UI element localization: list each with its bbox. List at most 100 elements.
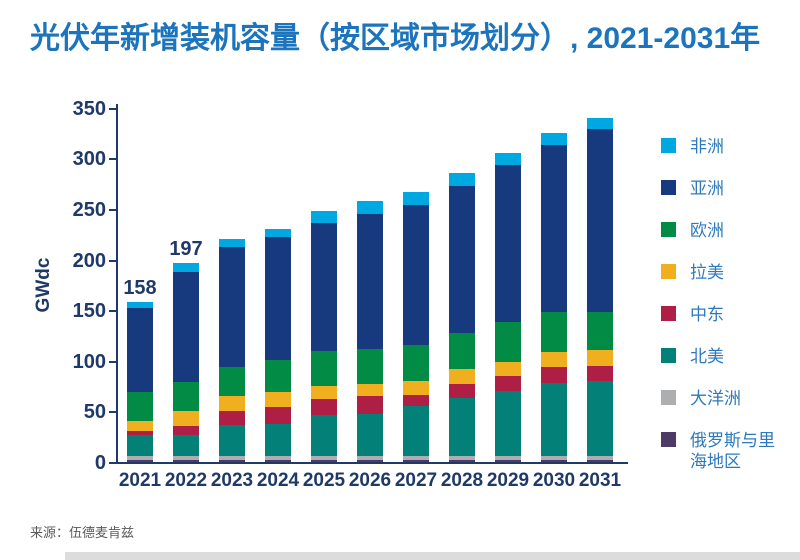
bar-segment bbox=[311, 455, 337, 460]
bar bbox=[219, 0, 245, 463]
bar-segment bbox=[219, 239, 245, 248]
legend-label: 欧洲 bbox=[690, 221, 724, 240]
legend-label: 中东 bbox=[690, 305, 724, 324]
bar-segment bbox=[449, 172, 475, 186]
bar-segment bbox=[495, 361, 521, 376]
source-note: 来源：伍德麦肯兹 bbox=[30, 525, 135, 540]
bar-segment bbox=[449, 455, 475, 460]
bar-value-label: 197 bbox=[169, 237, 203, 260]
x-tick-label: 2025 bbox=[302, 470, 346, 491]
bar-segment bbox=[495, 455, 521, 460]
legend-swatch-icon bbox=[661, 264, 676, 279]
legend-label: 大洋洲 bbox=[690, 389, 741, 408]
bar-segment bbox=[265, 455, 291, 460]
bar-segment bbox=[265, 392, 291, 408]
bar-segment bbox=[495, 165, 521, 323]
footer-bar bbox=[65, 552, 800, 560]
bar-segment bbox=[219, 459, 245, 462]
legend: 非洲 亚洲 欧洲 拉美 中东 北美 大洋洲 俄罗斯与里海地区 bbox=[661, 136, 786, 493]
bar-segment bbox=[357, 384, 383, 397]
y-tick-label: 0 bbox=[94, 452, 106, 474]
bar-segment bbox=[127, 392, 153, 421]
chart-title: 光伏年新增装机容量（按区域市场划分）, 2021-2031年 bbox=[30, 22, 761, 55]
bar-segment bbox=[495, 153, 521, 166]
bar-segment bbox=[265, 359, 291, 393]
bar-segment bbox=[587, 459, 613, 462]
bar-segment bbox=[127, 459, 153, 462]
bar-segment bbox=[219, 366, 245, 397]
bar-segment bbox=[173, 271, 199, 383]
bar-segment bbox=[127, 455, 153, 460]
x-tick-label: 2023 bbox=[210, 470, 254, 491]
bar bbox=[357, 0, 383, 463]
legend-swatch-icon bbox=[661, 348, 676, 363]
bar-segment bbox=[357, 200, 383, 215]
x-axis-line bbox=[116, 462, 628, 464]
bar-segment bbox=[311, 415, 337, 456]
bar-segment bbox=[403, 204, 429, 345]
y-tick-label: 200 bbox=[72, 249, 106, 272]
bar-segment bbox=[587, 455, 613, 460]
legend-swatch-icon bbox=[661, 138, 676, 153]
bar-segment bbox=[449, 459, 475, 462]
legend-item: 欧洲 bbox=[661, 220, 786, 241]
bar-segment bbox=[541, 455, 567, 460]
bar-segment bbox=[173, 455, 199, 460]
bar-segment bbox=[311, 399, 337, 416]
x-tick-label: 2031 bbox=[578, 470, 622, 491]
legend-item: 拉美 bbox=[661, 262, 786, 283]
bar-segment bbox=[541, 459, 567, 462]
bar bbox=[265, 0, 291, 463]
y-axis-line bbox=[116, 104, 118, 464]
bar-segment bbox=[265, 423, 291, 456]
bar bbox=[311, 0, 337, 463]
bar-segment bbox=[265, 459, 291, 462]
y-tick-mark bbox=[109, 310, 117, 313]
bar bbox=[173, 0, 199, 463]
bar-segment bbox=[541, 351, 567, 367]
bar-segment bbox=[127, 430, 153, 435]
y-tick-label: 50 bbox=[83, 401, 106, 424]
bar-segment bbox=[357, 348, 383, 385]
x-tick-label: 2028 bbox=[440, 470, 484, 491]
legend-item: 非洲 bbox=[661, 136, 786, 157]
x-tick-label: 2024 bbox=[256, 470, 300, 491]
bar-segment bbox=[357, 396, 383, 415]
bar-segment bbox=[449, 368, 475, 385]
bar-segment bbox=[357, 459, 383, 462]
bar-segment bbox=[449, 384, 475, 399]
bar-segment bbox=[403, 455, 429, 460]
bar-segment bbox=[173, 262, 199, 272]
bar-segment bbox=[219, 411, 245, 425]
bar-segment bbox=[127, 302, 153, 309]
bar bbox=[587, 0, 613, 463]
bar-segment bbox=[587, 117, 613, 130]
legend-swatch-icon bbox=[661, 306, 676, 321]
bar-segment bbox=[403, 395, 429, 407]
bar-segment bbox=[265, 407, 291, 424]
legend-label: 非洲 bbox=[690, 137, 724, 156]
y-tick-label: 150 bbox=[72, 300, 106, 323]
legend-label: 亚洲 bbox=[690, 179, 724, 198]
bar-segment bbox=[495, 322, 521, 362]
bar-segment bbox=[449, 185, 475, 334]
bar-segment bbox=[311, 211, 337, 224]
legend-item: 大洋洲 bbox=[661, 388, 786, 409]
bar-segment bbox=[311, 223, 337, 351]
y-axis-title: GWdc bbox=[33, 257, 54, 313]
x-tick-label: 2030 bbox=[532, 470, 576, 491]
bar-segment bbox=[265, 237, 291, 360]
bar-segment bbox=[219, 424, 245, 456]
x-tick-label: 2029 bbox=[486, 470, 530, 491]
bar-segment bbox=[127, 308, 153, 393]
y-tick-mark bbox=[109, 259, 117, 262]
legend-label: 北美 bbox=[690, 347, 724, 366]
y-tick-mark bbox=[109, 360, 117, 363]
bar-segment bbox=[495, 375, 521, 392]
bar-segment bbox=[403, 344, 429, 382]
bar-segment bbox=[357, 455, 383, 460]
x-tick-label: 2022 bbox=[164, 470, 208, 491]
bar bbox=[541, 0, 567, 463]
bar-segment bbox=[357, 414, 383, 456]
